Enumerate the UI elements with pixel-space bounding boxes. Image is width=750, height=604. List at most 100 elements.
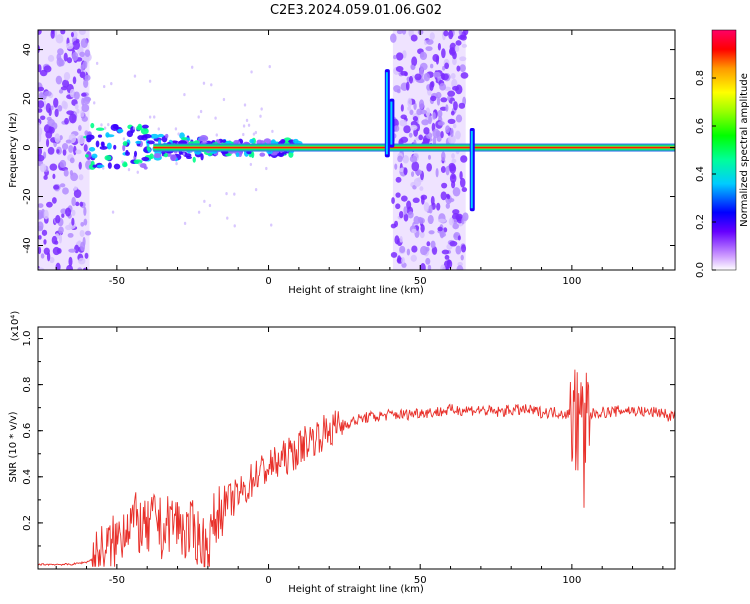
noise-speckle <box>72 40 80 50</box>
noise-speckle <box>462 187 467 192</box>
noise-speckle <box>78 125 82 131</box>
noise-speckle <box>452 223 459 229</box>
noise-speckle <box>399 168 404 172</box>
noise-speckle <box>459 56 466 61</box>
noise-speckle <box>48 147 55 155</box>
noise-speckle <box>83 96 90 104</box>
faint-speckle <box>223 98 225 101</box>
noise-speckle <box>80 230 85 237</box>
noise-speckle <box>428 155 431 160</box>
snr-marks <box>38 370 675 567</box>
noise-speckle <box>461 255 464 261</box>
noise-speckle <box>397 30 403 34</box>
faint-speckle <box>209 204 211 207</box>
faint-speckle <box>103 85 105 88</box>
noise-speckle <box>76 109 79 114</box>
noise-speckle <box>423 127 429 134</box>
noise-speckle <box>411 171 414 177</box>
faint-speckle <box>203 82 205 85</box>
noise-speckle <box>433 72 441 78</box>
faint-speckle <box>100 123 102 126</box>
noise-speckle <box>80 202 84 207</box>
snr-series-line <box>38 370 675 567</box>
line-noise-blob <box>137 135 144 140</box>
noise-speckle <box>449 218 454 226</box>
noise-speckle <box>408 211 414 218</box>
noise-speckle <box>404 213 409 221</box>
noise-speckle <box>55 215 60 224</box>
noise-speckle <box>60 29 65 35</box>
noise-speckle <box>391 252 397 258</box>
noise-speckle <box>426 241 430 246</box>
noise-speckle <box>48 55 54 62</box>
line-noise-blob <box>251 151 254 158</box>
noise-speckle <box>414 178 421 187</box>
noise-speckle <box>459 103 466 109</box>
noise-speckle <box>419 99 424 109</box>
noise-speckle <box>51 30 55 39</box>
noise-speckle <box>425 247 429 252</box>
faint-speckle <box>138 162 140 165</box>
noise-speckle <box>438 219 446 223</box>
spectrogram-ylabel: Frequency (Hz) <box>8 112 19 188</box>
faint-speckle <box>253 132 255 135</box>
noise-speckle <box>69 113 77 123</box>
faint-speckle <box>137 171 139 174</box>
noise-speckle <box>411 229 416 234</box>
noise-speckle <box>78 258 85 265</box>
noise-speckle <box>401 195 408 201</box>
line-noise-blob <box>123 141 128 146</box>
faint-speckle <box>183 152 185 155</box>
noise-speckle <box>70 170 73 176</box>
noise-speckle <box>66 43 73 50</box>
x-tick-label: 100 <box>562 276 581 287</box>
noise-speckle <box>431 196 435 205</box>
noise-speckle <box>441 73 445 80</box>
spectrogram-xlabel: Height of straight line (km) <box>288 285 424 296</box>
noise-speckle <box>393 55 396 59</box>
noise-speckle <box>453 187 461 196</box>
noise-speckle <box>59 234 62 243</box>
faint-speckle <box>210 83 212 86</box>
edge-glitch-core <box>386 72 388 154</box>
noise-speckle <box>436 131 441 137</box>
noise-speckle <box>399 246 405 253</box>
line-noise-blob <box>127 130 133 137</box>
faint-speckle <box>265 167 267 170</box>
noise-speckle <box>56 76 62 85</box>
noise-speckle <box>436 168 439 177</box>
noise-speckle <box>421 196 425 205</box>
noise-speckle <box>455 245 461 254</box>
line-noise-blob <box>107 143 112 150</box>
y-tick-label: 0 <box>22 144 33 150</box>
faint-speckle <box>175 127 177 130</box>
noise-speckle <box>85 253 89 259</box>
noise-speckle <box>400 236 403 243</box>
noise-speckle <box>47 117 52 121</box>
snr-xlabel: Height of straight line (km) <box>288 584 424 595</box>
line-noise-blob <box>259 152 265 156</box>
noise-speckle <box>396 66 404 72</box>
line-noise-blob <box>92 154 98 159</box>
line-noise-blob <box>170 154 177 161</box>
faint-speckle <box>260 107 262 110</box>
line-noise-blob <box>114 164 121 170</box>
x-tick-label: 100 <box>562 575 581 586</box>
faint-speckle <box>250 70 252 73</box>
noise-speckle <box>445 104 448 111</box>
snr-multiplier: (x10⁴) <box>10 311 21 342</box>
noise-speckle <box>71 197 76 206</box>
noise-speckle <box>444 62 449 69</box>
noise-speckle <box>394 221 398 227</box>
noise-speckle <box>438 121 445 125</box>
noise-speckle <box>41 253 45 258</box>
noise-speckle <box>411 161 419 171</box>
faint-speckle <box>233 193 235 196</box>
faint-speckle <box>123 137 125 140</box>
noise-speckle <box>432 112 436 120</box>
noise-speckle <box>461 244 466 252</box>
